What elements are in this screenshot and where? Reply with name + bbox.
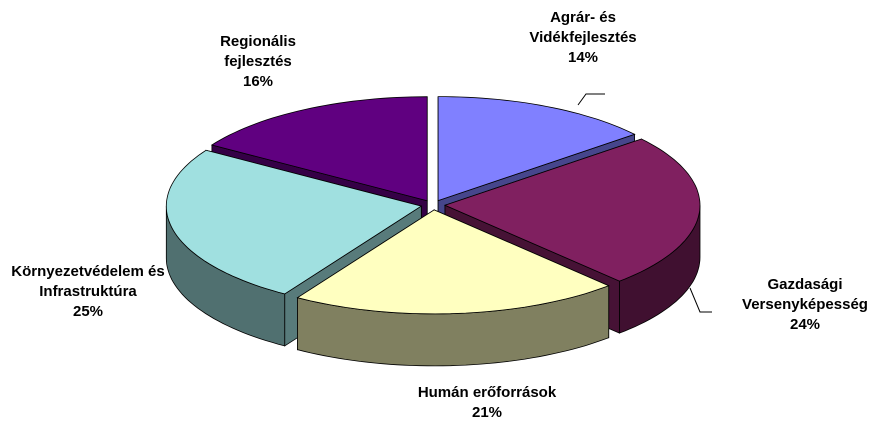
value-label: 24% — [789, 316, 821, 333]
slice — [437, 96, 636, 202]
leader-line — [577, 93, 605, 106]
slice — [443, 138, 701, 282]
category-label: Regionális fejlesztés — [220, 33, 296, 70]
leader-line — [689, 287, 712, 313]
category-label: Környezetvédelem és Infrastruktúra — [11, 263, 165, 300]
slice — [296, 209, 610, 315]
slice — [165, 149, 423, 295]
value-label: 14% — [567, 49, 599, 66]
value-label: 21% — [471, 404, 503, 421]
slice-label: Környezetvédelem és Infrastruktúra 25% — [8, 262, 168, 322]
category-label: Gazdasági Versenyképesség — [742, 276, 868, 313]
slice-label: Regionális fejlesztés 16% — [203, 32, 313, 92]
slice-label: Humán erőforrások 21% — [377, 383, 597, 423]
slice — [210, 96, 428, 202]
slice-label: Agrár- és Vidékfejlesztés 14% — [513, 8, 653, 68]
category-label: Agrár- és Vidékfejlesztés — [529, 9, 637, 46]
value-label: 16% — [242, 73, 274, 90]
value-label: 25% — [72, 303, 104, 320]
category-label: Humán erőforrások — [417, 384, 557, 401]
slice-label: Gazdasági Versenyképesség 24% — [730, 275, 872, 335]
